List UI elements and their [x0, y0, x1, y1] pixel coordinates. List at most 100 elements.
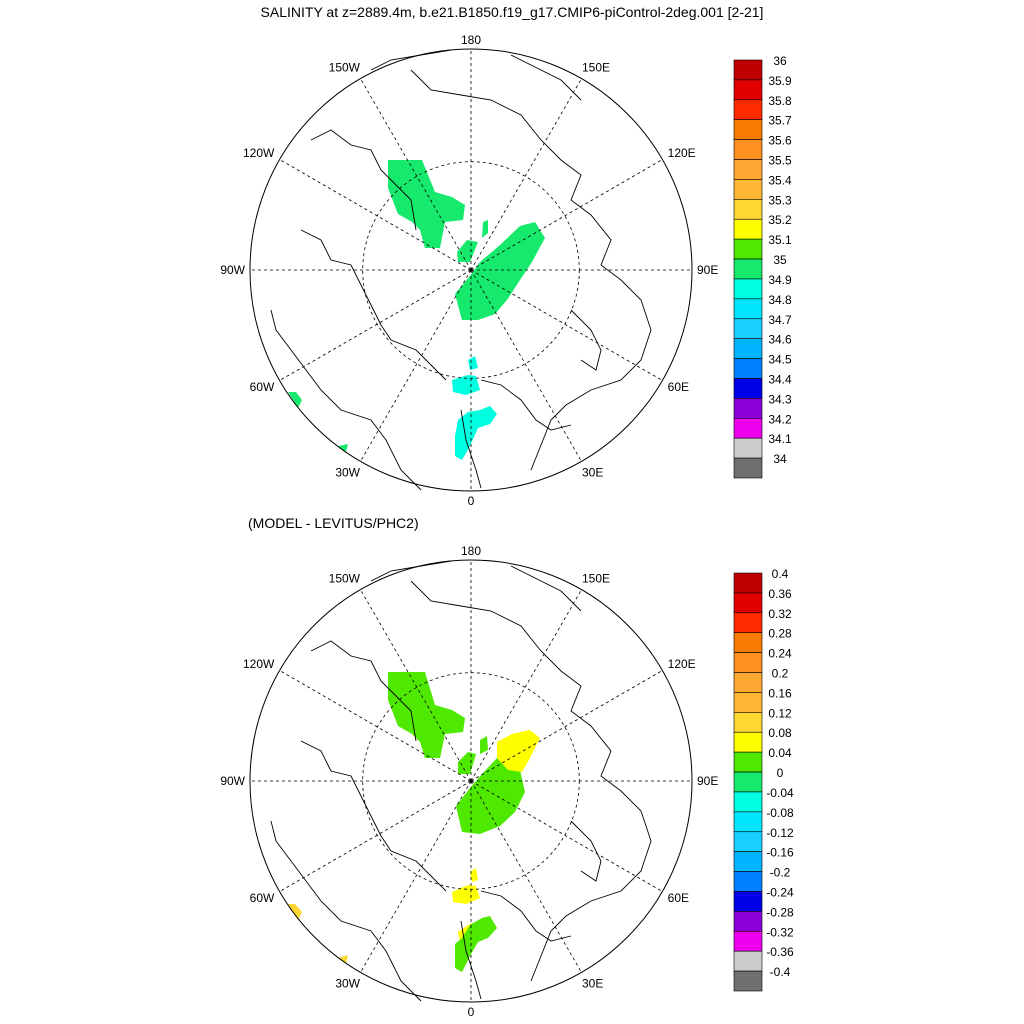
salinity-colorbar: 36 35.9 35.8 35.7 35.6 35.5 35.4 35.3 35.2 35.1 35…	[733, 54, 792, 479]
colorbar-tick-label: 35.1	[768, 233, 792, 247]
longitude-label: 0	[468, 494, 475, 508]
data-region-atlantic-dot	[338, 444, 348, 452]
data-region-greenland-sea-dot	[468, 356, 478, 370]
colorbar-tick-label: 34.2	[768, 412, 792, 426]
coastline-7	[370, 560, 452, 582]
data-region-eurasian-basin-deep	[455, 222, 545, 320]
colorbar-swatch	[733, 811, 763, 833]
data-region-eurasian-basin-positive	[497, 730, 540, 772]
data-region-norwegian-sea-diff	[455, 916, 497, 972]
meridian-line	[470, 780, 582, 973]
colorbar-tick-label: 36	[773, 54, 787, 68]
meridian-line	[470, 269, 663, 381]
colorbar-swatch	[733, 970, 763, 992]
meridian-line	[360, 589, 472, 782]
coastline-0	[410, 580, 652, 982]
data-region-canada-basin-deep	[388, 160, 465, 248]
meridian-line	[470, 670, 663, 782]
coastline-3	[310, 640, 417, 742]
data-region-greenland-sea-diff	[452, 885, 480, 904]
colorbar-swatch	[733, 258, 763, 280]
longitude-label: 180	[461, 544, 481, 558]
colorbar-tick-label: -0.28	[766, 905, 794, 919]
longitude-label: 120W	[243, 657, 275, 671]
colorbar-swatch	[733, 139, 763, 160]
colorbar-swatch	[733, 378, 763, 399]
longitude-label: 90W	[220, 263, 245, 277]
coastline-7	[370, 49, 452, 71]
coastline-2	[300, 740, 447, 892]
colorbar-tick-label: 0.28	[768, 627, 792, 641]
longitude-label: 150E	[582, 60, 610, 74]
plot-title: SALINITY at z=2889.4m, b.e21.B1850.f19_g…	[261, 4, 764, 20]
colorbar-swatch	[733, 338, 763, 359]
colorbar-tick-label: -0.2	[770, 866, 791, 880]
colorbar-tick-label: 0	[777, 766, 784, 780]
data-region-greenland-sea-patch	[452, 375, 480, 395]
colorbar-tick-label: -0.16	[766, 846, 794, 860]
meridian-line	[470, 78, 582, 271]
colorbar-tick-label: -0.32	[766, 925, 794, 939]
colorbar-swatch	[733, 791, 763, 813]
colorbar-swatch	[733, 437, 763, 459]
data-region-canada-basin-diff	[388, 672, 465, 758]
map-boundary	[249, 48, 693, 492]
colorbar-tick-label: 35.8	[768, 94, 792, 108]
longitude-label: 120E	[668, 657, 696, 671]
meridian-line	[360, 269, 472, 462]
longitude-label: 90W	[220, 774, 245, 788]
colorbar-tick-label: 34.4	[768, 372, 792, 386]
longitude-label: 60E	[668, 380, 689, 394]
colorbar-tick-label: 34.1	[768, 432, 792, 446]
colorbar-swatch	[733, 891, 763, 912]
longitude-label: 150W	[329, 60, 361, 74]
colorbar-swatch	[733, 692, 763, 713]
coastline-5	[460, 409, 482, 489]
data-region-small-patch-diff-b	[480, 736, 488, 754]
colorbar-tick-label: 34.8	[768, 293, 792, 307]
coastline-4	[480, 890, 572, 942]
colorbar-tick-label: -0.4	[770, 965, 791, 979]
colorbar-swatch	[733, 572, 763, 594]
colorbar-tick-label: 35.3	[768, 193, 792, 207]
data-region-eurasian-basin-diff	[456, 758, 525, 834]
difference-plot-title: (MODEL - LEVITUS/PHC2)	[248, 515, 419, 531]
colorbar-tick-label: 0.32	[768, 607, 792, 621]
coastline-1	[270, 309, 422, 491]
colorbar-tick-label: 34	[773, 452, 787, 466]
meridian-line	[470, 269, 582, 462]
colorbar-tick-label: -0.36	[766, 945, 794, 959]
meridian-line	[279, 269, 472, 381]
longitude-label: 30E	[582, 466, 603, 480]
colorbar-swatch	[733, 59, 763, 81]
colorbar-swatch	[733, 731, 763, 753]
meridian-line	[470, 159, 663, 271]
colorbar-tick-label: 34.5	[768, 353, 792, 367]
colorbar-swatch	[733, 179, 763, 200]
colorbar-swatch	[733, 930, 763, 952]
colorbar-tick-label: -0.04	[766, 786, 794, 800]
meridian-line	[279, 780, 472, 892]
colorbar-tick-label: 35.7	[768, 114, 792, 128]
data-region-labrador-patch	[288, 392, 302, 408]
colorbar-tick-label: 35.5	[768, 154, 792, 168]
colorbar-swatch	[733, 771, 763, 793]
colorbar-tick-label: 34.3	[768, 392, 792, 406]
coastline-3	[310, 129, 417, 231]
longitude-label: 150W	[329, 571, 361, 585]
longitude-label: 180	[461, 33, 481, 47]
coastline-5	[460, 920, 482, 1000]
meridian-line	[279, 670, 472, 782]
colorbar-tick-label: 35	[773, 253, 787, 267]
colorbar-swatch	[733, 298, 763, 320]
meridian-line	[470, 589, 582, 782]
colorbar-swatch	[733, 358, 763, 379]
data-region-norwegian-sea-patch	[455, 406, 497, 460]
data-region-greenland-sea-dot-diff	[470, 868, 478, 882]
meridian-line	[360, 780, 472, 973]
longitude-label: 120W	[243, 146, 275, 160]
colorbar-swatch	[733, 652, 763, 673]
data-region-small-patch-diff-a	[458, 752, 476, 774]
colorbar-tick-label: 0.24	[768, 647, 792, 661]
colorbar-tick-label: 0.16	[768, 686, 792, 700]
